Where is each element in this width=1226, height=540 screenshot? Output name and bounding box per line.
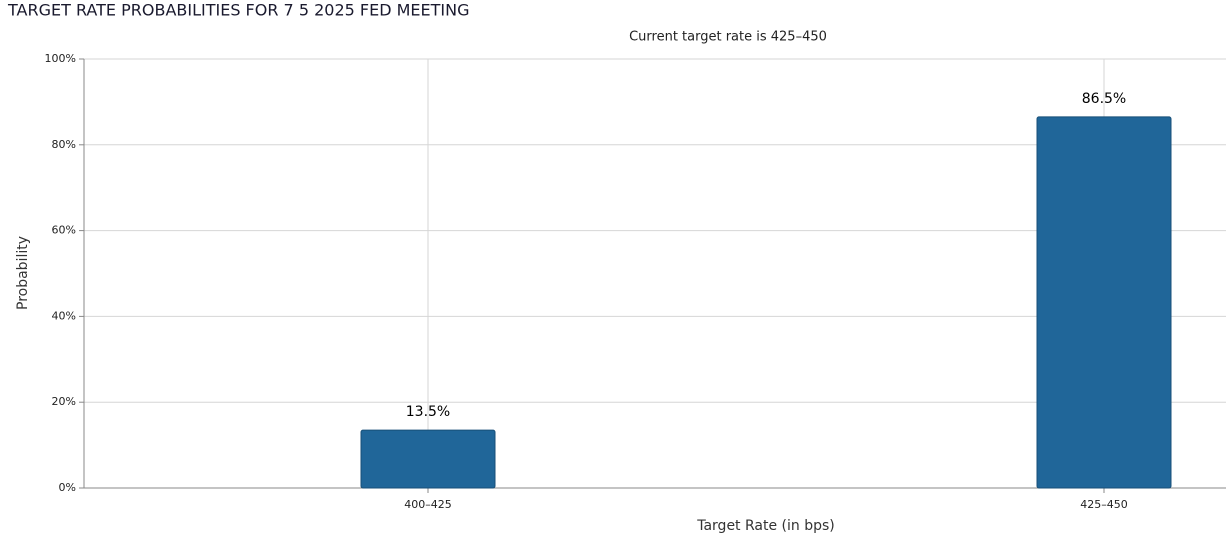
y-tick-label: 60% bbox=[52, 224, 76, 237]
y-tick-label: 40% bbox=[52, 309, 76, 322]
y-axis-label: Probability bbox=[15, 236, 31, 310]
x-tick-label: 400–425 bbox=[404, 498, 452, 511]
chart-title: TARGET RATE PROBABILITIES FOR 7 5 2025 F… bbox=[7, 1, 470, 20]
y-tick-label: 0% bbox=[59, 481, 76, 494]
bar bbox=[1036, 116, 1172, 489]
value-label: 13.5% bbox=[406, 404, 450, 420]
chart-subtitle: Current target rate is 425–450 bbox=[629, 30, 827, 45]
bar bbox=[360, 429, 496, 489]
y-tick-label: 100% bbox=[45, 52, 76, 65]
x-tick-label: 425–450 bbox=[1080, 498, 1128, 511]
x-axis-label: Target Rate (in bps) bbox=[696, 518, 835, 534]
y-tick-label: 80% bbox=[52, 138, 76, 151]
y-tick-label: 20% bbox=[52, 395, 76, 408]
value-label: 86.5% bbox=[1082, 91, 1126, 107]
